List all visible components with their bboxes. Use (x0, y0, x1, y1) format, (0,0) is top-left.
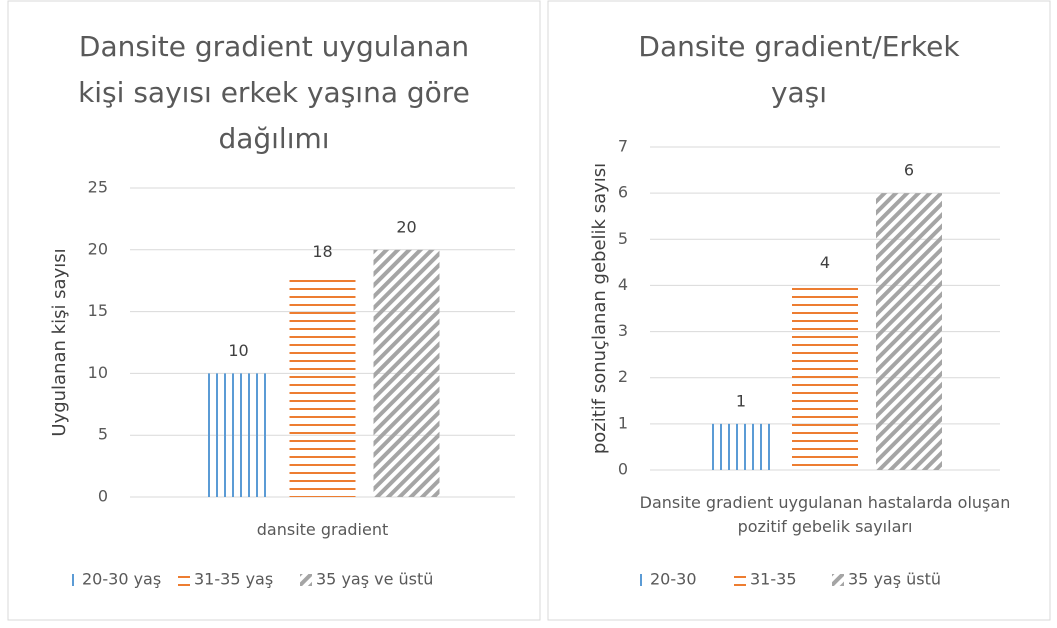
data-label: 1 (736, 391, 746, 410)
y-axis-label: pozitif sonuçlanan gebelik sayısı (589, 163, 610, 454)
bar (792, 285, 858, 470)
bar (205, 373, 272, 497)
y-axis-label: Uygulanan kişi sayısı (49, 248, 70, 436)
chart-title: Dansite gradient/Erkek yaşı (638, 30, 960, 109)
data-label: 20 (396, 217, 416, 236)
y-tick-label: 6 (618, 183, 628, 202)
y-tick-label: 25 (88, 178, 108, 197)
y-tick-label: 10 (88, 363, 108, 382)
legend-label: 31-35 (750, 570, 797, 589)
bar (708, 423, 774, 470)
y-tick-label: 20 (88, 239, 108, 258)
y-tick-label: 5 (98, 425, 108, 444)
legend-label: 31-35 yaş (194, 570, 273, 589)
legend-label: 35 yaş ve üstü (316, 570, 433, 589)
bar (373, 249, 440, 497)
legend-swatch (300, 574, 312, 586)
y-tick-label: 15 (88, 301, 108, 320)
legend-swatch (178, 574, 190, 586)
panel (7, 0, 541, 621)
x-tick-label: dansite gradient (257, 520, 388, 539)
y-tick-label: 1 (618, 413, 628, 432)
data-label: 10 (228, 341, 248, 360)
y-tick-label: 0 (98, 487, 108, 506)
y-tick-label: 3 (618, 321, 628, 340)
legend-label: 35 yaş üstü (848, 570, 941, 589)
legend-swatch (832, 574, 844, 586)
y-tick-label: 2 (618, 367, 628, 386)
legend-label: 20-30 (650, 570, 697, 589)
y-tick-label: 4 (618, 275, 628, 294)
data-label: 6 (904, 161, 914, 180)
chart-title: Dansite gradient uygulanan kişi sayısı er… (78, 30, 470, 155)
data-label: 4 (820, 253, 830, 272)
data-label: 18 (312, 242, 332, 261)
legend-label: 20-30 yaş (82, 570, 161, 589)
y-tick-label: 7 (618, 137, 628, 156)
legend-swatch (734, 574, 746, 586)
bar (289, 274, 356, 497)
bar (876, 193, 942, 470)
y-tick-label: 0 (618, 460, 628, 479)
legend-swatch (634, 574, 646, 586)
x-tick-label: Dansite gradient uygulanan hastalarda ol… (640, 493, 1011, 536)
y-tick-label: 5 (618, 229, 628, 248)
legend-swatch (66, 574, 78, 586)
